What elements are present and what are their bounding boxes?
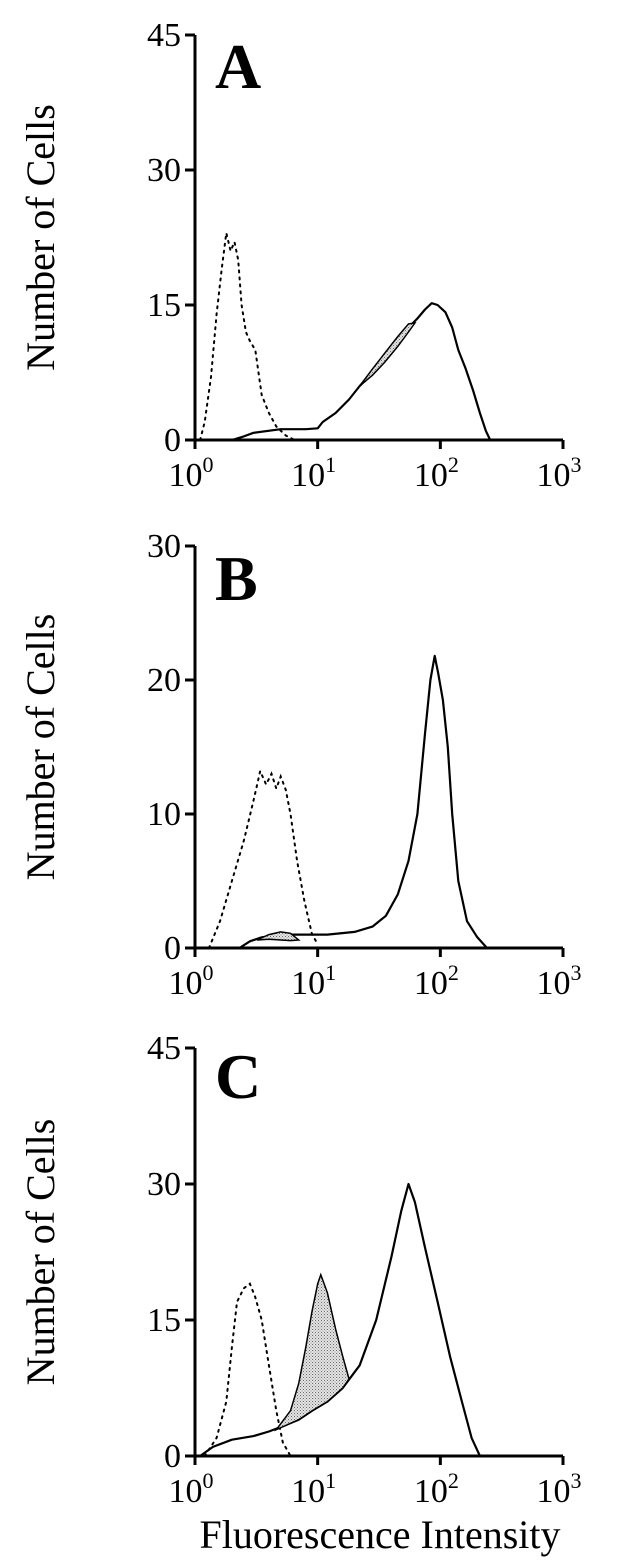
y-axis-label: Number of Cells bbox=[18, 1119, 63, 1386]
panel-a: Number of Cells A 0 15 30 45 100 101 102 103 bbox=[18, 17, 581, 494]
solid-histogram-line bbox=[231, 302, 492, 442]
y-tick-label: 45 bbox=[147, 17, 181, 54]
solid-histogram-line bbox=[238, 654, 488, 949]
shaded-area bbox=[359, 322, 417, 387]
x-tick-label: 101 bbox=[291, 960, 336, 1002]
y-tick-label: 45 bbox=[147, 1030, 181, 1067]
x-tick-label: 102 bbox=[414, 960, 459, 1002]
x-tick-label: 102 bbox=[414, 452, 459, 494]
x-tick-label: 103 bbox=[537, 960, 582, 1002]
x-tick-label: 100 bbox=[169, 1468, 214, 1510]
shaded-area bbox=[273, 1272, 350, 1432]
y-tick-label: 30 bbox=[147, 528, 181, 565]
panel-label: C bbox=[215, 1041, 261, 1112]
x-tick-label: 103 bbox=[537, 1468, 582, 1510]
y-tick-label: 0 bbox=[164, 422, 181, 459]
dotted-histogram-line bbox=[208, 767, 319, 949]
y-tick-label: 0 bbox=[164, 1438, 181, 1475]
shaded-area bbox=[256, 931, 301, 942]
y-axis-label: Number of Cells bbox=[18, 614, 63, 881]
panel-c: Number of Cells C 0 15 30 45 100 101 102 103 bbox=[18, 1030, 581, 1510]
x-tick-label: 101 bbox=[291, 452, 336, 494]
panel-label: A bbox=[215, 31, 261, 102]
y-tick-label: 30 bbox=[147, 152, 181, 189]
y-tick-label: 10 bbox=[147, 796, 181, 833]
x-tick-label: 101 bbox=[291, 1468, 336, 1510]
x-tick-label: 100 bbox=[169, 452, 214, 494]
dotted-histogram-line bbox=[199, 232, 296, 441]
panel-label: B bbox=[215, 543, 258, 614]
y-axis-label: Number of Cells bbox=[18, 104, 63, 371]
x-tick-label: 100 bbox=[169, 960, 214, 1002]
panel-b: Number of Cells B 0 10 20 30 100 101 102 103 bbox=[18, 528, 581, 1002]
y-tick-label: 0 bbox=[164, 930, 181, 967]
x-axis-title: Fluorescence Intensity bbox=[200, 1512, 561, 1557]
y-tick-label: 30 bbox=[147, 1166, 181, 1203]
dotted-histogram-line bbox=[203, 1282, 292, 1457]
y-tick-label: 20 bbox=[147, 662, 181, 699]
y-tick-label: 15 bbox=[147, 1302, 181, 1339]
solid-histogram-line bbox=[199, 1182, 481, 1457]
x-tick-label: 103 bbox=[537, 452, 582, 494]
x-tick-label: 102 bbox=[414, 1468, 459, 1510]
y-tick-label: 15 bbox=[147, 287, 181, 324]
